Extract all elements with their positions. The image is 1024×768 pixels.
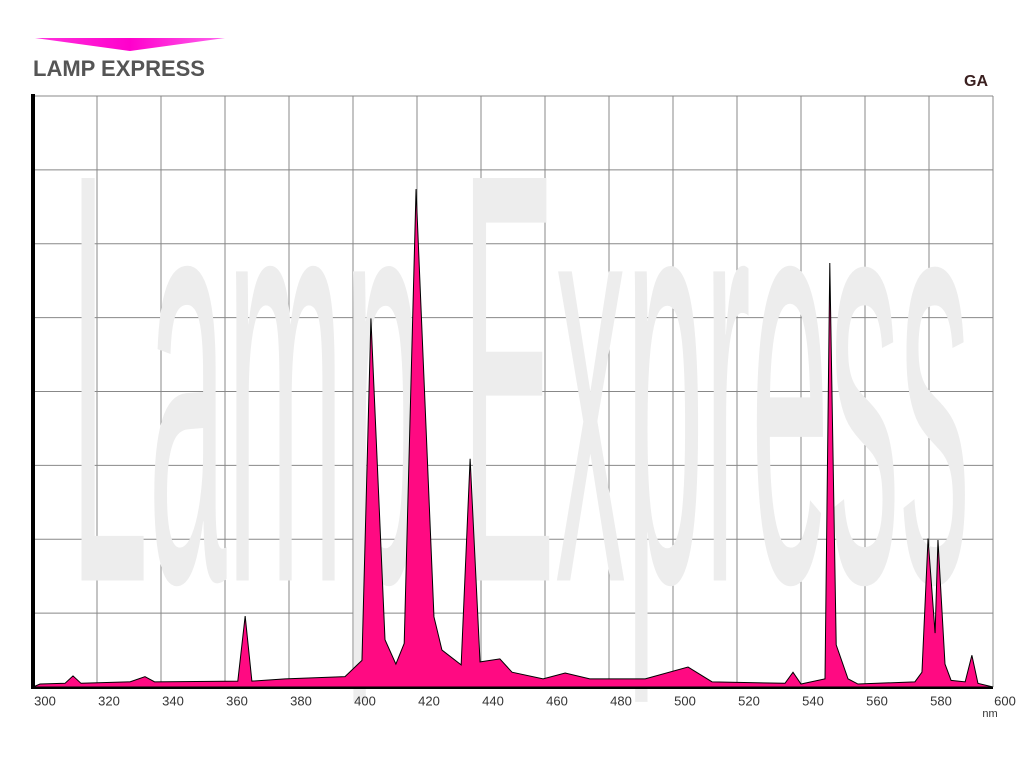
chart-title: LAMP EXPRESS [33, 56, 205, 81]
watermark: Lamp Express [70, 50, 970, 708]
series-label: GA [964, 73, 988, 90]
x-tick-label: 360 [226, 693, 248, 708]
x-tick-label: 300 [34, 693, 56, 708]
x-tick-label: 420 [418, 693, 440, 708]
x-tick-label: 520 [738, 693, 760, 708]
x-tick-label: 600 [994, 693, 1016, 708]
x-tick-label: 440 [482, 693, 504, 708]
spectrum-area [32, 189, 994, 688]
x-tick-label: 560 [866, 693, 888, 708]
x-tick-label: 320 [98, 693, 120, 708]
x-tick-label: 580 [930, 693, 952, 708]
x-tick-label: 340 [162, 693, 184, 708]
x-axis-unit: nm [982, 708, 997, 720]
x-tick-label: 540 [802, 693, 824, 708]
plot [32, 189, 994, 688]
x-tick-label: 400 [354, 693, 376, 708]
x-tick-label: 380 [290, 693, 312, 708]
x-tick-label: 460 [546, 693, 568, 708]
x-tick-label: 500 [674, 693, 696, 708]
x-tick-label: 480 [610, 693, 632, 708]
header-ribbon [35, 38, 225, 51]
